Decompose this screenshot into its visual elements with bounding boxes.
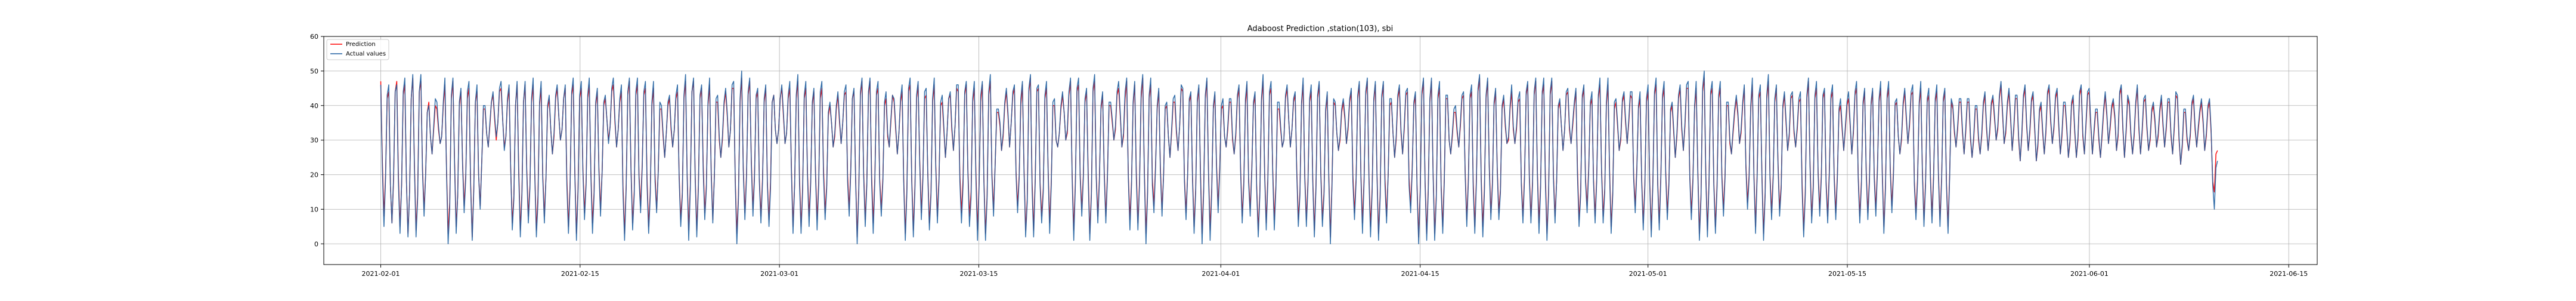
y-tick-label: 50 [310,67,318,75]
legend-label-actual: Actual values [346,51,386,57]
x-tick-label: 2021-02-15 [561,270,599,278]
x-tick-label: 2021-06-15 [2270,270,2308,278]
chart-title: Adaboost Prediction ,station(103), sbi [1247,24,1394,33]
x-tick-label: 2021-02-01 [362,270,400,278]
plot-frame [323,36,2318,265]
legend: Prediction Actual values [326,39,389,60]
y-tick-label: 10 [310,205,318,213]
x-tick-label: 2021-03-01 [760,270,798,278]
x-tick-label: 2021-05-15 [1828,270,1866,278]
y-tick-label: 60 [310,33,318,41]
y-tick-label: 40 [310,102,318,110]
x-tick-label: 2021-03-15 [959,270,998,278]
y-tick-label: 0 [314,240,318,248]
x-axis: 2021-02-01 2021-02-15 2021-03-01 2021-03-15… [362,265,2308,278]
series-line-actual [380,70,2218,245]
y-tick-label: 30 [310,137,318,145]
x-tick-label: 2021-05-01 [1629,270,1667,278]
y-tick-label: 20 [310,171,318,179]
x-tick-label: 2021-04-01 [1202,270,1240,278]
x-tick-label: 2021-06-01 [2070,270,2109,278]
x-tick-label: 2021-04-15 [1401,270,1439,278]
legend-label-prediction: Prediction [346,41,376,48]
series-layer [380,70,2218,245]
y-axis: 0 10 20 30 40 50 60 [310,33,324,248]
